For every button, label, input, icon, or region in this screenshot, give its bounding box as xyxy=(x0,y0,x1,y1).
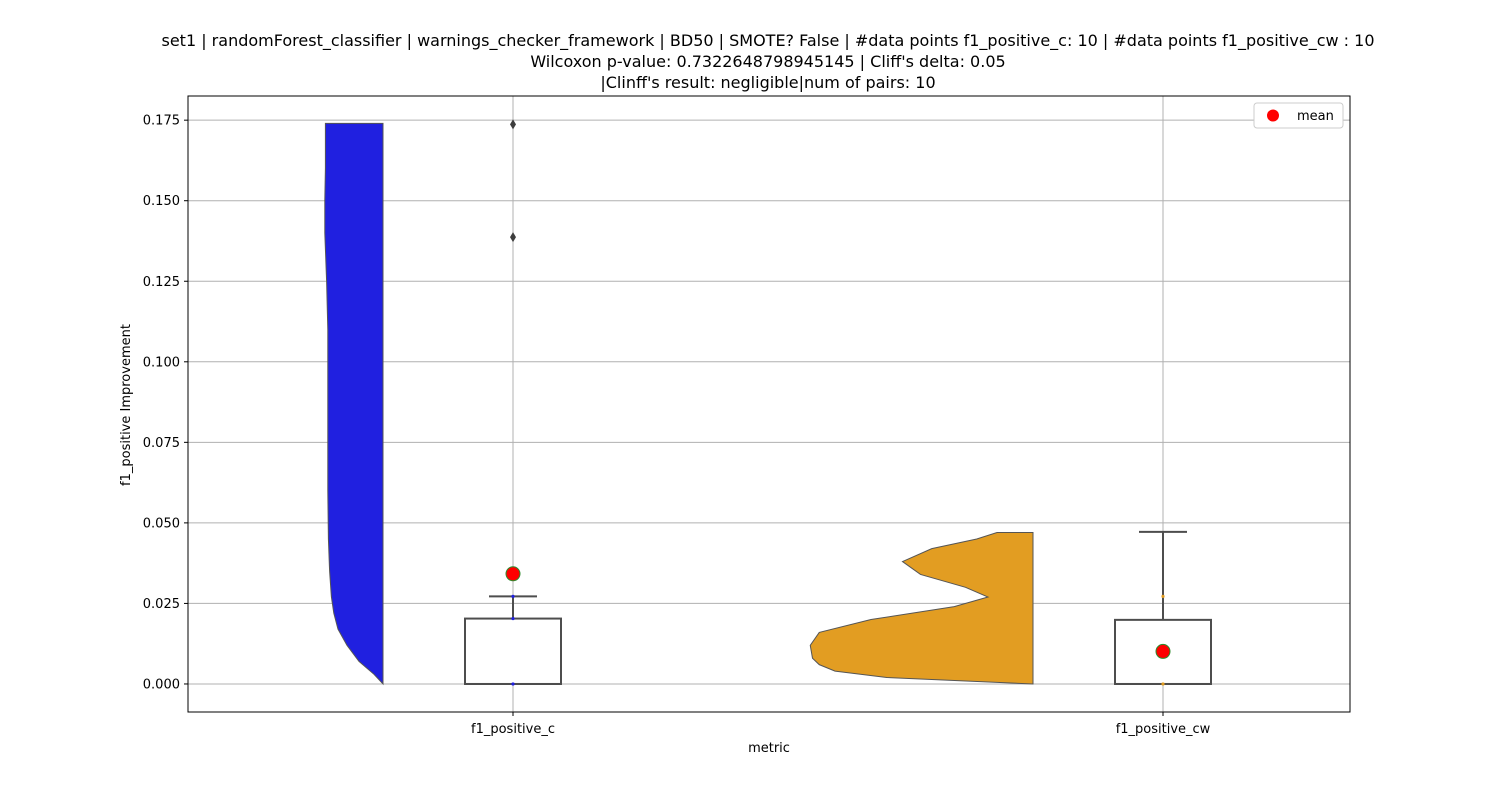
chart-title-line-3: |Clinff's result: negligible|num of pair… xyxy=(600,73,935,92)
legend-mean-label: mean xyxy=(1297,109,1334,124)
chart-title: set1 | randomForest_classifier | warning… xyxy=(161,31,1374,92)
mean-marker-f1_positive_c xyxy=(505,566,521,582)
y-tick-label: 0.025 xyxy=(143,597,180,612)
mean-marker-f1_positive_cw xyxy=(1155,643,1171,659)
data-point-f1_positive_c xyxy=(511,616,515,621)
y-tick-label: 0.100 xyxy=(143,355,180,370)
y-axis-label: f1_positive Improvement xyxy=(119,324,134,486)
data-point-f1_positive_c xyxy=(511,682,515,686)
x-axis-ticks: f1_positive_c f1_positive_cw xyxy=(471,712,1211,737)
y-tick-label: 0.075 xyxy=(143,436,180,451)
chart-title-line-2: Wilcoxon p-value: 0.7322648798945145 | C… xyxy=(530,52,1005,71)
boxplots xyxy=(464,530,1212,685)
y-tick-label: 0.175 xyxy=(143,114,180,129)
chart-title-line-1: set1 | randomForest_classifier | warning… xyxy=(161,31,1374,51)
violins xyxy=(324,122,1034,686)
legend-frame xyxy=(1253,102,1344,129)
data-point-f1_positive_cw xyxy=(1161,682,1165,686)
points xyxy=(505,119,1171,686)
y-axis-ticks: 0.000 0.025 0.050 0.075 0.100 0.125 0.150 0.175 xyxy=(143,114,188,692)
violin-f1_positive_cw xyxy=(809,532,1034,685)
legend-mean-marker xyxy=(1267,109,1279,122)
x-tick-label: f1_positive_c xyxy=(471,722,555,737)
legend: mean xyxy=(1253,102,1344,129)
axes-frame xyxy=(187,95,1351,713)
outlier-f1_positive_c xyxy=(510,119,516,130)
x-axis-label: metric xyxy=(748,741,790,756)
y-tick-label: 0.050 xyxy=(143,516,180,531)
violin-f1_positive_c xyxy=(324,122,384,686)
data-point-f1_positive_c xyxy=(511,594,515,598)
outlier-f1_positive_c xyxy=(510,232,516,243)
y-tick-label: 0.125 xyxy=(143,275,180,290)
y-tick-label: 0.150 xyxy=(143,194,180,209)
data-point-f1_positive_cw xyxy=(1161,594,1165,598)
x-tick-label: f1_positive_cw xyxy=(1116,722,1211,737)
y-tick-label: 0.000 xyxy=(143,677,180,692)
box-f1_positive_c xyxy=(464,617,562,685)
